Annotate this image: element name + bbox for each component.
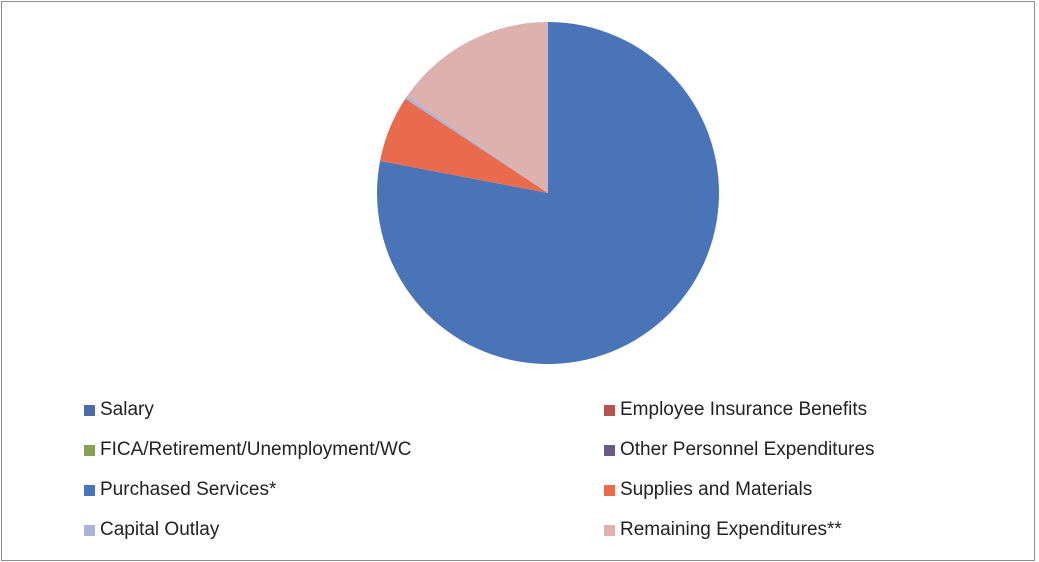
legend-swatch (84, 484, 95, 496)
legend-label: FICA/Retirement/Unemployment/WC (100, 439, 412, 460)
legend-swatch (84, 444, 95, 456)
legend-item: Capital Outlay (84, 510, 604, 550)
legend-swatch (604, 524, 615, 536)
legend-item: Salary (84, 390, 604, 430)
legend-item: FICA/Retirement/Unemployment/WC (84, 430, 604, 470)
pie-slice-purchased-services (377, 22, 720, 365)
legend-label: Salary (100, 399, 154, 420)
legend-label: Capital Outlay (100, 519, 220, 540)
pie-slice-supplies-and-materials (380, 98, 548, 193)
legend-label: Purchased Services* (100, 479, 277, 500)
legend-label: Employee Insurance Benefits (620, 399, 868, 420)
chart-legend: Salary Employee Insurance Benefits FICA/Re… (84, 390, 964, 550)
legend-swatch (84, 524, 95, 536)
legend-swatch (604, 484, 615, 496)
legend-label: Supplies and Materials (620, 479, 813, 500)
legend-swatch (84, 404, 95, 416)
legend-item: Remaining Expenditures** (604, 510, 964, 550)
legend-item: Employee Insurance Benefits (604, 390, 964, 430)
legend-item: Purchased Services* (84, 470, 604, 510)
legend-swatch (604, 404, 615, 416)
legend-item: Supplies and Materials (604, 470, 964, 510)
legend-label: Remaining Expenditures** (620, 519, 842, 540)
legend-swatch (604, 444, 615, 456)
legend-label: Other Personnel Expenditures (620, 439, 875, 460)
pie-slice-remaining-expenditures (407, 22, 548, 193)
legend-item: Other Personnel Expenditures (604, 430, 964, 470)
pie-slice-capital-outlay (405, 96, 548, 193)
